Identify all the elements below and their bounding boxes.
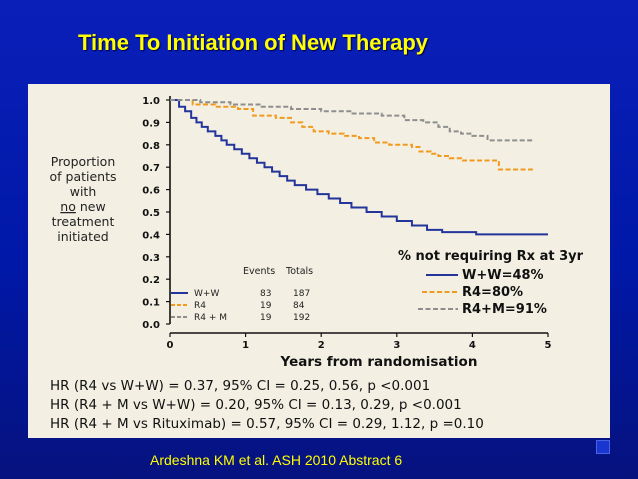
km-chart: 0.0 0.1 0.2 0.3 0.4 0.5 0.6 0.7 0.8 0.9 1.0 0 1 2 3 4 5 Y… [49,96,584,370]
slide-corner-marker [596,440,610,454]
citation: Ardeshna KM et al. ASH 2010 Abstract 6 [150,452,403,468]
series-line-r4 [170,99,533,171]
annotation-title: % not requiring Rx at 3yr [398,249,584,264]
series-line-w-w [170,99,548,236]
y-tick-label: 0.2 [142,275,160,286]
hazard-ratio-2: HR (R4 + M vs W+W) = 0.20, 95% CI = 0.13… [50,397,462,413]
y-tick-label: 0.9 [142,118,160,129]
table-row-events: 19 [260,313,272,323]
y-tick-label: 1.0 [142,96,160,107]
table-row-totals: 187 [293,289,310,299]
y-tick-label: 0.7 [142,163,160,174]
table-row-events: 19 [260,301,272,311]
table-row-label: W+W [194,289,219,299]
y-axis-label: Proportion of patients with no new treatment… [49,154,116,244]
y-axis-label-line: with [70,184,97,199]
hazard-ratio-3: HR (R4 + M vs Rituximab) = 0.57, 95% CI … [50,416,484,432]
x-tick-label: 1 [242,340,249,351]
table-row-totals: 192 [293,313,310,323]
x-tick-label: 3 [393,340,400,351]
annotation-item: R4=80% [462,285,523,300]
table-row-events: 83 [260,289,271,299]
y-tick-label: 0.5 [142,208,160,219]
annotation-item: R4+M=91% [462,302,547,317]
x-tick-label: 2 [318,340,325,351]
table-header-totals: Totals [285,266,313,277]
table-row-label: R4 [194,301,206,311]
y-axis-label-underlined: no [60,199,76,214]
y-axis-label-line: of patients [49,169,116,184]
y-tick-label: 0.0 [142,320,160,331]
y-axis-label-line: Proportion [51,154,116,169]
y-tick-label: 0.1 [142,298,160,309]
x-tick-label: 4 [469,340,476,351]
y-tick-label: 0.4 [142,230,160,241]
table-row-totals: 84 [293,301,305,311]
y-axis-label-line: no new [60,199,105,214]
hazard-ratio-1: HR (R4 vs W+W) = 0.37, 95% CI = 0.25, 0.… [50,378,431,394]
y-tick-label: 0.8 [142,141,160,152]
slide-title: Time To Initiation of New Therapy [78,30,428,55]
series-line-r4-m [170,99,533,142]
table-row-label: R4 + M [194,313,227,323]
y-axis-label-line: initiated [57,229,108,244]
x-axis-label: Years from randomisation [280,354,478,370]
y-tick-label: 0.6 [142,186,160,197]
x-tick-label: 0 [167,340,174,351]
y-tick-label: 0.3 [142,253,160,264]
y-axis-label-line: treatment [52,214,115,229]
table-header-events: Events [243,266,275,277]
x-tick-label: 5 [545,340,552,351]
chart-panel: 0.0 0.1 0.2 0.3 0.4 0.5 0.6 0.7 0.8 0.9 1.0 0 1 2 3 4 5 Y… [28,84,610,438]
annotation-item: W+W=48% [462,268,544,283]
